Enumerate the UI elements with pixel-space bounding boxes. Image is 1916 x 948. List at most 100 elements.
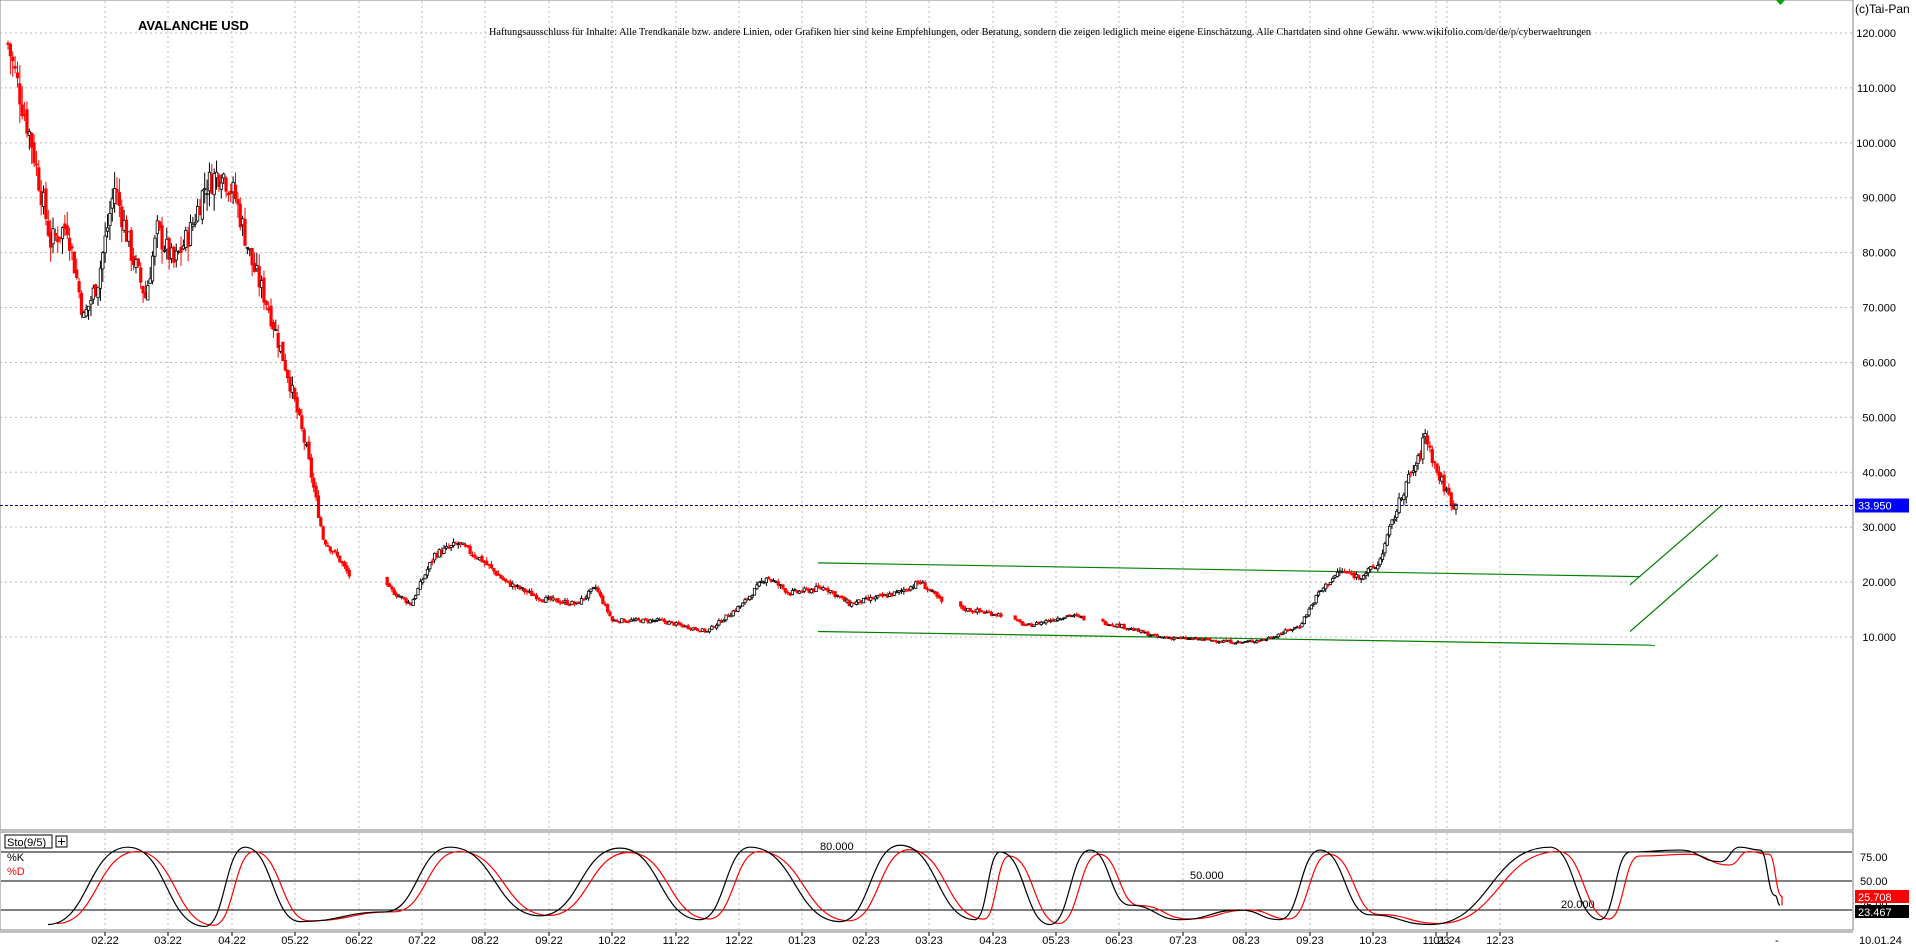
candle-body xyxy=(34,163,39,166)
candle-body xyxy=(421,579,425,583)
price-tick-label: 90.000 xyxy=(1862,193,1896,205)
candle-body xyxy=(281,341,285,362)
candle-body xyxy=(233,184,238,200)
candle-body xyxy=(53,233,57,236)
candle-body xyxy=(108,213,112,227)
candle-body xyxy=(850,602,854,607)
last-price-box xyxy=(1855,498,1909,513)
candle-body xyxy=(601,595,605,604)
trend-channel-line xyxy=(817,562,1641,578)
time-tick-label: 10.23 xyxy=(1359,935,1387,947)
candle-body xyxy=(416,587,420,596)
candle-body xyxy=(1302,616,1306,625)
candle-body xyxy=(1433,461,1437,464)
candle-body xyxy=(1411,470,1415,473)
candle-body xyxy=(662,619,667,623)
price-grid xyxy=(0,1,1853,829)
time-tick-label: 07.23 xyxy=(1169,935,1197,947)
d-value-label: 23.467 xyxy=(1858,907,1892,919)
candle-body xyxy=(1309,604,1314,610)
candle-body xyxy=(1449,492,1453,506)
candle-body xyxy=(456,543,460,546)
candle-body xyxy=(1264,639,1269,641)
last-price-label: 33.950 xyxy=(1858,500,1892,512)
candle-body xyxy=(1383,543,1387,554)
candle-body xyxy=(783,588,787,593)
candle-body xyxy=(1328,582,1332,586)
axis-menu-icon[interactable]: - xyxy=(1775,935,1779,947)
candle-body xyxy=(1103,620,1107,626)
candle-body xyxy=(999,613,1003,617)
candle-body xyxy=(1063,616,1067,619)
candle-body xyxy=(84,309,88,317)
candle-body xyxy=(1312,602,1316,605)
candle-body xyxy=(608,611,612,617)
candle-body xyxy=(117,192,121,206)
candle-body xyxy=(1347,571,1351,574)
candle-body xyxy=(293,387,297,400)
candle-body xyxy=(1404,481,1408,498)
candle-body xyxy=(150,255,155,282)
candle-body xyxy=(1364,572,1368,577)
candle-body xyxy=(276,332,280,348)
candle-body xyxy=(1212,639,1216,642)
candle-body xyxy=(264,300,268,305)
candle-body xyxy=(37,167,41,191)
candle-body xyxy=(79,292,84,315)
candle-body xyxy=(300,415,304,429)
candle-body xyxy=(921,581,925,584)
price-axis: 10.000 20.000 30.000 40.000 50.000 60.000 70.0… xyxy=(1856,28,1896,644)
candle-body xyxy=(1060,618,1065,621)
candle-body xyxy=(1430,449,1434,464)
time-tick-label: 08.22 xyxy=(471,935,499,947)
time-tick-label: 02.22 xyxy=(91,935,119,947)
candle-body xyxy=(755,584,759,590)
candle-body xyxy=(1416,455,1420,464)
time-tick-label: 04.23 xyxy=(979,935,1007,947)
time-tick-label: 03.23 xyxy=(915,935,943,947)
candle-body xyxy=(1397,497,1401,514)
indicator-expand-icon[interactable] xyxy=(55,835,68,848)
price-tick-label: 30.000 xyxy=(1862,522,1896,534)
candle-body xyxy=(1380,553,1385,560)
candle-body xyxy=(722,620,726,623)
candle-body xyxy=(1366,568,1370,574)
candle-body xyxy=(193,222,197,225)
time-tick-label: 01.24 xyxy=(1433,935,1461,947)
candle-body xyxy=(274,329,278,332)
candle-body xyxy=(1077,615,1081,618)
indicator-tick-label: 50.00 xyxy=(1860,876,1888,888)
candle-body xyxy=(219,182,223,190)
stochastic-levels xyxy=(1,851,1852,911)
candle-body xyxy=(748,595,752,601)
candle-body xyxy=(539,599,543,602)
time-tick-label: 12.22 xyxy=(725,935,753,947)
candle-body xyxy=(530,590,534,597)
level-high-label: 80.000 xyxy=(820,841,854,853)
time-tick-label: 05.22 xyxy=(281,935,309,947)
candle-body xyxy=(582,598,586,601)
candle-body xyxy=(840,596,844,598)
candle-body xyxy=(468,545,472,554)
candle-body xyxy=(724,614,728,621)
candle-body xyxy=(1390,519,1394,526)
candle-body xyxy=(200,190,204,220)
time-tick-label: 11.22 xyxy=(663,935,690,947)
candle-body xyxy=(335,551,340,557)
candle-body xyxy=(940,596,944,602)
time-tick-label: 07.22 xyxy=(408,935,436,947)
candle-body xyxy=(714,624,719,629)
last-date-label: 10.01.24 xyxy=(1859,935,1902,947)
candle-body xyxy=(319,517,323,527)
candle-body xyxy=(494,570,498,576)
candle-body xyxy=(243,218,247,246)
candle-body xyxy=(442,547,446,554)
candle-body xyxy=(257,266,261,288)
candle-body xyxy=(158,221,162,229)
candle-body xyxy=(60,227,65,240)
candle-body xyxy=(269,305,273,327)
candle-body xyxy=(461,542,465,545)
candle-body xyxy=(333,550,337,553)
candle-body xyxy=(229,190,233,195)
candle-body xyxy=(51,228,55,245)
